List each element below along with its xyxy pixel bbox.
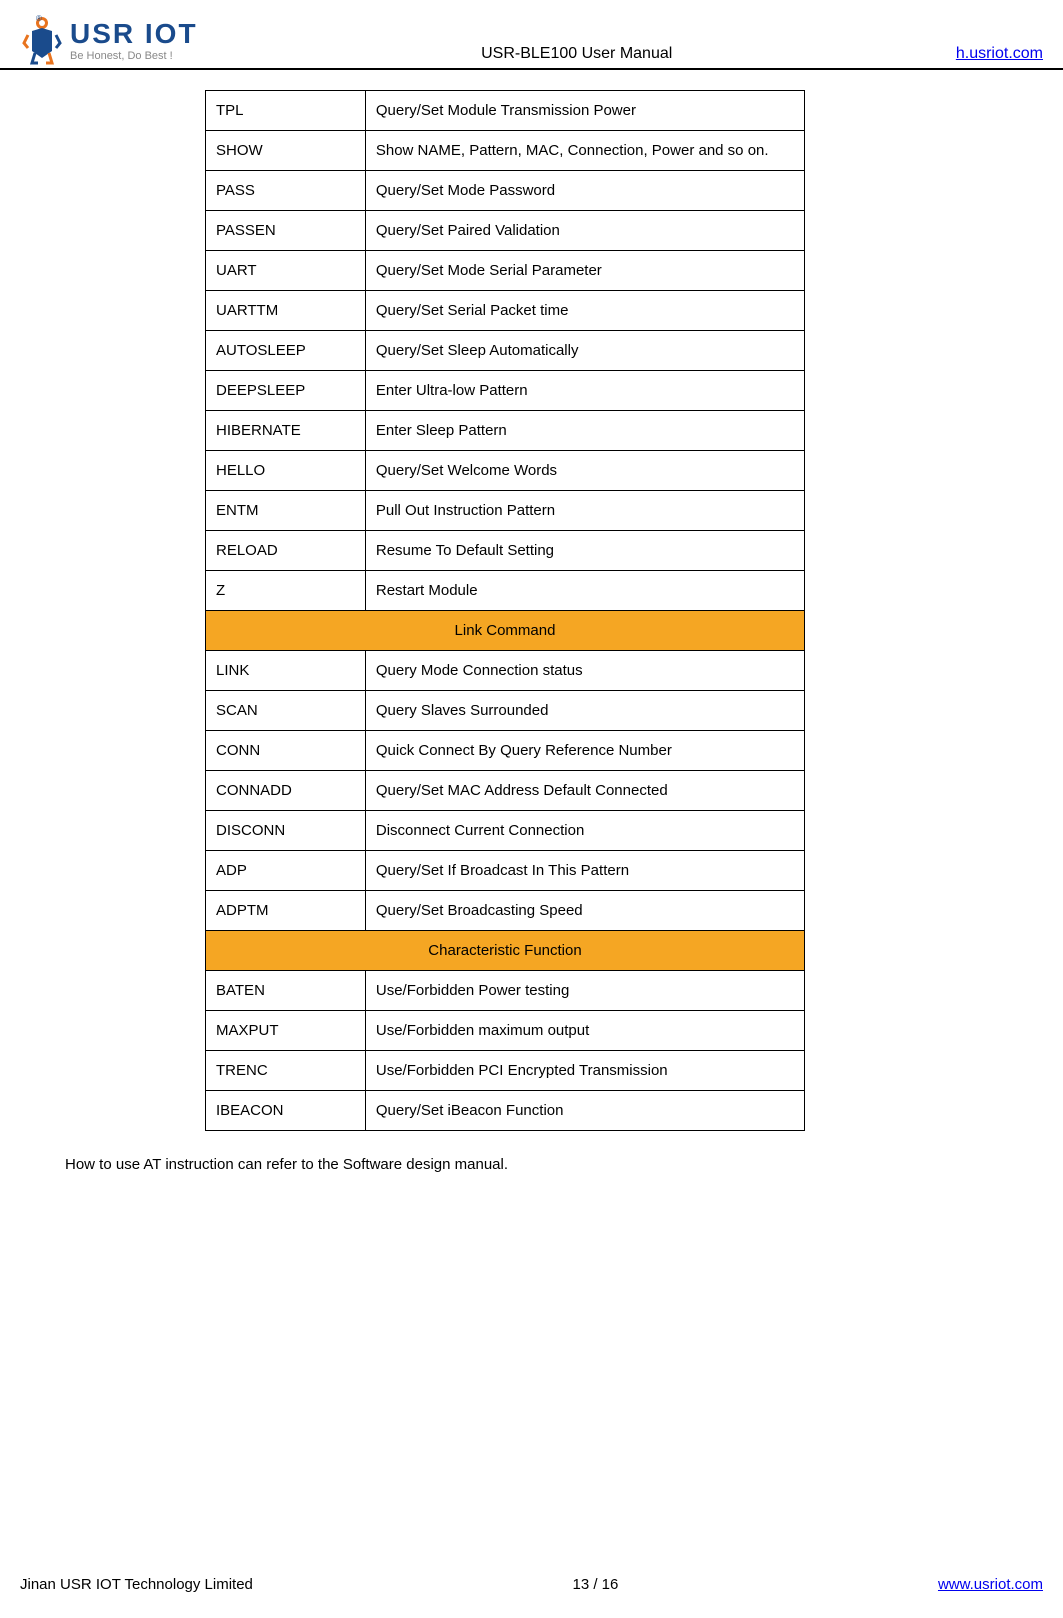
cmd-name-cell: UART xyxy=(206,251,366,291)
table-row: RELOADResume To Default Setting xyxy=(206,531,805,571)
cmd-desc-cell: Restart Module xyxy=(365,571,804,611)
table-row: ZRestart Module xyxy=(206,571,805,611)
command-table: TPLQuery/Set Module Transmission PowerSH… xyxy=(205,90,805,1131)
cmd-name-cell: AUTOSLEEP xyxy=(206,331,366,371)
table-row: SCANQuery Slaves Surrounded xyxy=(206,691,805,731)
cmd-name-cell: CONNADD xyxy=(206,771,366,811)
logo-icon: ® xyxy=(20,13,65,68)
cmd-name-cell: RELOAD xyxy=(206,531,366,571)
cmd-desc-cell: Query/Set Module Transmission Power xyxy=(365,91,804,131)
section-header-cell: Link Command xyxy=(206,611,805,651)
footer-page: 13 / 16 xyxy=(573,1576,619,1593)
svg-text:®: ® xyxy=(36,14,42,23)
logo-tagline: Be Honest, Do Best ! xyxy=(70,50,198,62)
cmd-name-cell: BATEN xyxy=(206,971,366,1011)
section-header-cell: Characteristic Function xyxy=(206,931,805,971)
cmd-desc-cell: Query/Set MAC Address Default Connected xyxy=(365,771,804,811)
cmd-name-cell: TPL xyxy=(206,91,366,131)
cmd-name-cell: PASS xyxy=(206,171,366,211)
logo-text: USR IOT Be Honest, Do Best ! xyxy=(70,20,198,62)
cmd-desc-cell: Enter Sleep Pattern xyxy=(365,411,804,451)
table-row: LINKQuery Mode Connection status xyxy=(206,651,805,691)
cmd-name-cell: LINK xyxy=(206,651,366,691)
table-row: BATENUse/Forbidden Power testing xyxy=(206,971,805,1011)
cmd-name-cell: UARTTM xyxy=(206,291,366,331)
cmd-name-cell: Z xyxy=(206,571,366,611)
table-row: DEEPSLEEPEnter Ultra-low Pattern xyxy=(206,371,805,411)
logo-area: ® USR IOT Be Honest, Do Best ! xyxy=(20,13,198,68)
content-area: TPLQuery/Set Module Transmission PowerSH… xyxy=(0,70,1063,1193)
cmd-desc-cell: Query/Set If Broadcast In This Pattern xyxy=(365,851,804,891)
cmd-name-cell: ENTM xyxy=(206,491,366,531)
table-row: CONNADDQuery/Set MAC Address Default Con… xyxy=(206,771,805,811)
cmd-desc-cell: Resume To Default Setting xyxy=(365,531,804,571)
cmd-desc-cell: Query/Set Mode Password xyxy=(365,171,804,211)
table-row: TPLQuery/Set Module Transmission Power xyxy=(206,91,805,131)
table-row: MAXPUTUse/Forbidden maximum output xyxy=(206,1011,805,1051)
table-row: UARTTMQuery/Set Serial Packet time xyxy=(206,291,805,331)
cmd-desc-cell: Query/Set Welcome Words xyxy=(365,451,804,491)
doc-title: USR-BLE100 User Manual xyxy=(198,45,956,68)
cmd-desc-cell: Use/Forbidden Power testing xyxy=(365,971,804,1011)
cmd-desc-cell: Quick Connect By Query Reference Number xyxy=(365,731,804,771)
table-row: TRENCUse/Forbidden PCI Encrypted Transmi… xyxy=(206,1051,805,1091)
cmd-desc-cell: Query Slaves Surrounded xyxy=(365,691,804,731)
page-footer: Jinan USR IOT Technology Limited 13 / 16… xyxy=(0,1576,1063,1593)
cmd-desc-cell: Pull Out Instruction Pattern xyxy=(365,491,804,531)
body-text: How to use AT instruction can refer to t… xyxy=(65,1156,1003,1173)
cmd-name-cell: SCAN xyxy=(206,691,366,731)
table-row: PASSENQuery/Set Paired Validation xyxy=(206,211,805,251)
cmd-desc-cell: Query/Set Broadcasting Speed xyxy=(365,891,804,931)
page-header: ® USR IOT Be Honest, Do Best ! USR-BLE10… xyxy=(0,0,1063,70)
cmd-name-cell: DISCONN xyxy=(206,811,366,851)
table-row: ADPQuery/Set If Broadcast In This Patter… xyxy=(206,851,805,891)
table-row: UARTQuery/Set Mode Serial Parameter xyxy=(206,251,805,291)
cmd-desc-cell: Use/Forbidden PCI Encrypted Transmission xyxy=(365,1051,804,1091)
cmd-desc-cell: Query/Set Serial Packet time xyxy=(365,291,804,331)
cmd-name-cell: HELLO xyxy=(206,451,366,491)
cmd-name-cell: MAXPUT xyxy=(206,1011,366,1051)
cmd-desc-cell: Query/Set Paired Validation xyxy=(365,211,804,251)
cmd-name-cell: TRENC xyxy=(206,1051,366,1091)
footer-url[interactable]: www.usriot.com xyxy=(938,1576,1043,1593)
table-row: HIBERNATEEnter Sleep Pattern xyxy=(206,411,805,451)
table-row: CONNQuick Connect By Query Reference Num… xyxy=(206,731,805,771)
logo-main-text: USR IOT xyxy=(70,20,198,48)
cmd-name-cell: PASSEN xyxy=(206,211,366,251)
table-row: PASSQuery/Set Mode Password xyxy=(206,171,805,211)
cmd-desc-cell: Use/Forbidden maximum output xyxy=(365,1011,804,1051)
table-row: AUTOSLEEPQuery/Set Sleep Automatically xyxy=(206,331,805,371)
cmd-desc-cell: Show NAME, Pattern, MAC, Connection, Pow… xyxy=(365,131,804,171)
cmd-name-cell: HIBERNATE xyxy=(206,411,366,451)
table-row: SHOWShow NAME, Pattern, MAC, Connection,… xyxy=(206,131,805,171)
section-header-row: Characteristic Function xyxy=(206,931,805,971)
cmd-desc-cell: Query/Set iBeacon Function xyxy=(365,1091,804,1131)
table-row: IBEACONQuery/Set iBeacon Function xyxy=(206,1091,805,1131)
cmd-desc-cell: Query Mode Connection status xyxy=(365,651,804,691)
cmd-desc-cell: Query/Set Mode Serial Parameter xyxy=(365,251,804,291)
header-link[interactable]: h.usriot.com xyxy=(956,45,1043,68)
table-row: ADPTMQuery/Set Broadcasting Speed xyxy=(206,891,805,931)
cmd-name-cell: DEEPSLEEP xyxy=(206,371,366,411)
table-row: DISCONNDisconnect Current Connection xyxy=(206,811,805,851)
cmd-desc-cell: Query/Set Sleep Automatically xyxy=(365,331,804,371)
cmd-desc-cell: Disconnect Current Connection xyxy=(365,811,804,851)
section-header-row: Link Command xyxy=(206,611,805,651)
cmd-name-cell: IBEACON xyxy=(206,1091,366,1131)
cmd-name-cell: SHOW xyxy=(206,131,366,171)
table-row: HELLOQuery/Set Welcome Words xyxy=(206,451,805,491)
cmd-name-cell: ADP xyxy=(206,851,366,891)
table-row: ENTMPull Out Instruction Pattern xyxy=(206,491,805,531)
cmd-name-cell: ADPTM xyxy=(206,891,366,931)
cmd-desc-cell: Enter Ultra-low Pattern xyxy=(365,371,804,411)
cmd-name-cell: CONN xyxy=(206,731,366,771)
footer-company: Jinan USR IOT Technology Limited xyxy=(20,1576,253,1593)
